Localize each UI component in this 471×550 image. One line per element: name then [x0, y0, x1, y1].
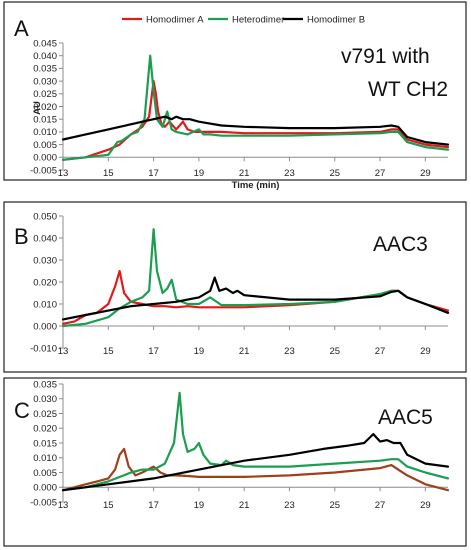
x-tick-label: 17 — [148, 168, 159, 179]
panel-title: AAC3 — [373, 233, 428, 256]
x-tick-label: 17 — [148, 346, 159, 357]
legend-label: Homodimer A — [146, 14, 204, 25]
x-tick-label: 19 — [194, 168, 205, 179]
x-tick-label: 23 — [284, 346, 295, 357]
y-tick-label: 0.030 — [33, 76, 57, 87]
y-tick-label: 0.025 — [33, 409, 57, 420]
y-tick-label: 0.015 — [33, 115, 57, 126]
panel-title: AAC5 — [378, 406, 433, 429]
x-tick-label: 27 — [375, 168, 386, 179]
y-tick-label: 0.020 — [33, 277, 57, 288]
x-tick-label: 13 — [58, 500, 69, 511]
y-axis-title: AU — [32, 101, 43, 115]
panel-letter: C — [14, 398, 30, 423]
y-tick-label: 0.035 — [33, 64, 57, 75]
series-line-homodimer-a — [61, 80, 450, 161]
x-tick-label: 17 — [148, 500, 159, 511]
x-tick-label: 27 — [375, 500, 386, 511]
y-tick-label: 0.020 — [33, 424, 57, 435]
x-tick-label: 19 — [194, 346, 205, 357]
x-tick-label: 13 — [58, 346, 69, 357]
y-tick-label: 0.010 — [33, 127, 57, 138]
y-tick-label: 0.035 — [33, 379, 57, 390]
x-tick-label: 23 — [284, 500, 295, 511]
y-tick-label: 0.015 — [33, 438, 57, 449]
series-line-homodimer-b — [61, 115, 450, 146]
panel-title-line: WT CH2 — [368, 78, 448, 101]
y-tick-label: 0.010 — [33, 453, 57, 464]
y-tick-label: 0.050 — [33, 211, 57, 222]
x-tick-label: 25 — [329, 346, 340, 357]
series-line-trace-2 — [61, 391, 450, 492]
chart-panel-c: -0.005 0.000 0.005 0.010 0.015 0.020 0.025 0.03… — [3, 377, 467, 547]
y-tick-label: -0.005 — [30, 497, 57, 508]
y-tick-label: 0.025 — [33, 89, 57, 100]
x-tick-label: 29 — [420, 346, 431, 357]
y-tick-label: 0.005 — [33, 468, 57, 479]
series-line-trace-3 — [61, 433, 450, 492]
x-tick-label: 13 — [58, 168, 69, 179]
x-tick-label: 21 — [239, 168, 250, 179]
y-tick-label: 0.045 — [33, 38, 57, 49]
y-tick-label: -0.005 — [30, 165, 57, 176]
x-tick-label: 19 — [194, 500, 205, 511]
legend: Homodimer A Heterodimer Homodimer B — [122, 14, 365, 25]
panel-frame — [3, 1, 467, 181]
panel-title-line: v791 with — [341, 45, 430, 68]
x-tick-label: 27 — [375, 346, 386, 357]
panel-letter: B — [14, 224, 29, 249]
panel-frame — [3, 201, 467, 373]
x-tick-label: 21 — [239, 500, 250, 511]
y-tick-label: 0.000 — [33, 483, 57, 494]
y-tick-label: 0.020 — [33, 102, 57, 113]
x-tick-label: 15 — [103, 168, 114, 179]
chart-panel-b: -0.010 0.000 0.010 0.020 0.030 0.040 0.050 13 15… — [3, 201, 467, 373]
legend-label: Heterodimer — [232, 14, 284, 25]
y-tick-label: 0.010 — [33, 299, 57, 310]
x-axis-title: Time (min) — [232, 180, 280, 191]
x-tick-label: 29 — [420, 168, 431, 179]
x-tick-label: 29 — [420, 500, 431, 511]
y-tick-label: 0.030 — [33, 255, 57, 266]
x-tick-label: 25 — [329, 168, 340, 179]
legend-label: Homodimer B — [307, 14, 365, 25]
series-line-trace-3 — [61, 276, 450, 321]
y-tick-label: 0.040 — [33, 233, 57, 244]
y-tick-label: 0.005 — [33, 140, 57, 151]
x-tick-label: 21 — [239, 346, 250, 357]
series-line-heterodimer — [61, 54, 450, 161]
y-tick-label: -0.010 — [30, 343, 57, 354]
x-tick-label: 15 — [103, 346, 114, 357]
x-tick-label: 15 — [103, 500, 114, 511]
y-tick-label: 0.000 — [33, 321, 57, 332]
y-tick-label: 0.000 — [33, 153, 57, 164]
y-tick-label: 0.040 — [33, 51, 57, 62]
x-tick-label: 25 — [329, 500, 340, 511]
y-tick-label: 0.030 — [33, 394, 57, 405]
x-tick-label: 23 — [284, 168, 295, 179]
panel-letter: A — [14, 16, 29, 41]
